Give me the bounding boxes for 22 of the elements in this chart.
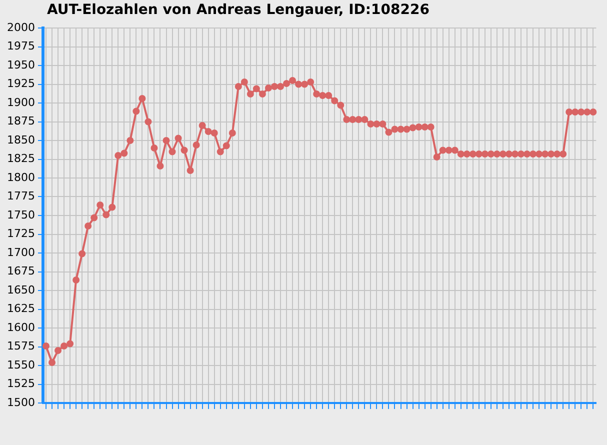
y-tick-label: 1775 [6, 190, 35, 203]
y-tick-label: 1850 [6, 133, 35, 146]
y-tick-label: 1900 [6, 96, 35, 109]
y-tick-label: 1925 [6, 77, 35, 90]
y-tick-label: 1750 [6, 208, 35, 222]
y-tick-label: 1875 [6, 114, 35, 128]
y-tick-label: 1800 [6, 170, 35, 184]
y-tick-label: 1600 [6, 320, 35, 334]
y-tick-label: 1725 [6, 227, 35, 240]
y-tick-label: 1975 [6, 40, 35, 53]
y-tick-label: 2000 [6, 20, 35, 34]
y-tick-label: 1500 [6, 396, 35, 409]
y-tick-label: 1700 [6, 246, 35, 259]
chart-title: AUT-Elozahlen von Andreas Lengauer, ID:108226 [47, 2, 430, 18]
y-tick-label: 1625 [6, 302, 35, 316]
y-tick-label: 1650 [6, 283, 35, 296]
y-tick-label: 1675 [6, 264, 35, 278]
y-tick-label: 1825 [6, 152, 35, 166]
y-tick-label: 1950 [6, 58, 35, 72]
y-tick-label: 1525 [6, 377, 35, 390]
y-tick-label: 1575 [6, 340, 35, 353]
y-tick-label: 1550 [6, 358, 35, 372]
